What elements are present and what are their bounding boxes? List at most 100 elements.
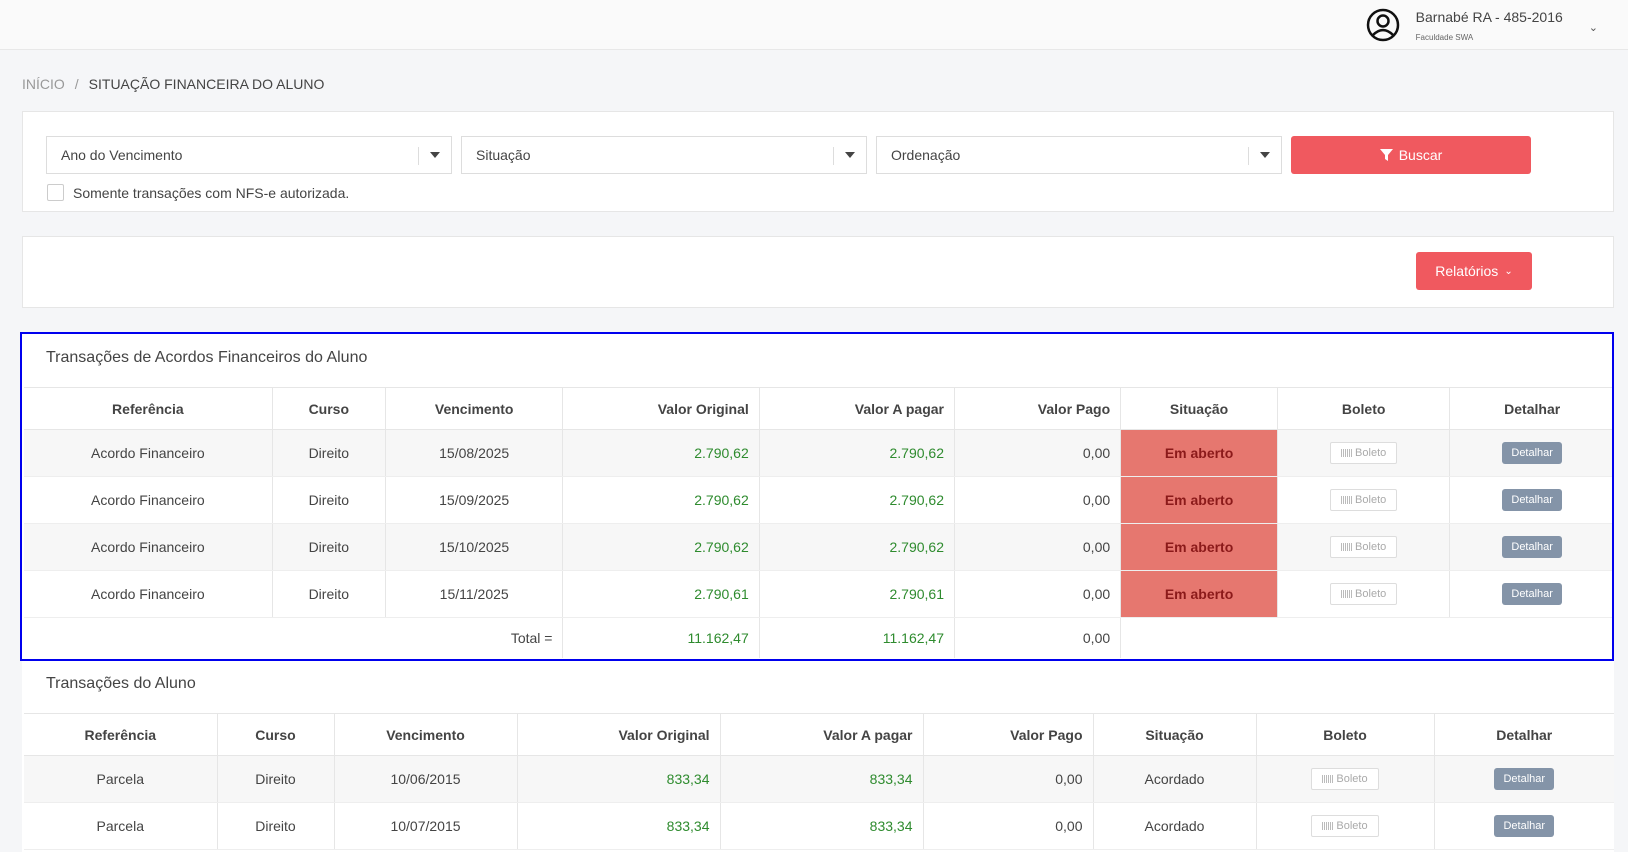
column-header[interactable]: Vencimento <box>334 713 518 756</box>
top-bar: Barnabé RA - 485-2016 Faculdade SWA ⌄ <box>0 0 1628 50</box>
cell-value-to-pay: 2.790,62 <box>759 476 955 524</box>
order-select[interactable]: Ordenação <box>876 136 1282 174</box>
search-button-label: Buscar <box>1398 147 1443 163</box>
column-header[interactable]: Situação <box>1120 387 1278 430</box>
boleto-label: Boleto <box>1336 773 1368 785</box>
cell-paid-value: 0,00 <box>954 429 1122 477</box>
cell-original-value: 2.790,62 <box>562 523 760 571</box>
column-header[interactable]: Referência <box>24 713 218 756</box>
agreements-title: Transações de Acordos Financeiros do Alu… <box>46 349 368 366</box>
barcode-icon <box>1322 822 1334 830</box>
column-header[interactable]: Valor Pago <box>923 713 1094 756</box>
column-header[interactable]: Curso <box>272 387 386 430</box>
chevron-down-icon: ⌄ <box>1504 265 1513 277</box>
nfse-checkbox[interactable] <box>47 184 64 201</box>
cell-reference: Acordo Financeiro <box>24 523 273 571</box>
breadcrumb-current: SITUAÇÃO FINANCEIRA DO ALUNO <box>88 76 325 92</box>
column-header[interactable]: Valor A pagar <box>759 387 955 430</box>
cell-original-value: 833,34 <box>517 755 721 803</box>
cell-status: Acordado <box>1093 802 1257 850</box>
boleto-button[interactable]: Boleto <box>1330 536 1398 558</box>
breadcrumb-home[interactable]: INÍCIO <box>22 76 65 92</box>
boleto-button[interactable]: Boleto <box>1330 489 1398 511</box>
detail-button[interactable]: Detalhar <box>1502 442 1562 464</box>
cell-due-date: 10/07/2015 <box>334 802 518 850</box>
column-header[interactable]: Boleto <box>1256 713 1435 756</box>
select-divider <box>418 147 419 165</box>
column-header[interactable]: Boleto <box>1277 387 1451 430</box>
column-header[interactable]: Detalhar <box>1449 387 1614 430</box>
caret-down-icon <box>1260 152 1270 158</box>
status-badge: Em aberto <box>1120 429 1278 477</box>
status-badge: Em aberto <box>1120 476 1278 524</box>
table-row: Acordo Financeiro Direito 15/10/2025 2.7… <box>24 523 1614 571</box>
cell-reference: Acordo Financeiro <box>24 476 273 524</box>
user-name: Barnabé RA - 485-2016 <box>1415 9 1563 25</box>
cell-reference: Acordo Financeiro <box>24 429 273 477</box>
column-header[interactable]: Valor Original <box>517 713 721 756</box>
boleto-label: Boleto <box>1355 588 1387 600</box>
barcode-icon <box>1341 543 1353 551</box>
nfse-filter: Somente transações com NFS-e autorizada. <box>47 184 349 201</box>
boleto-button[interactable]: Boleto <box>1311 768 1379 790</box>
column-header[interactable]: Referência <box>24 387 273 430</box>
barcode-icon <box>1341 496 1353 504</box>
boleto-label: Boleto <box>1355 494 1387 506</box>
order-select-label: Ordenação <box>891 147 961 163</box>
select-divider <box>1248 147 1249 165</box>
cell-due-date: 15/11/2025 <box>385 570 564 618</box>
filter-icon <box>1379 148 1393 161</box>
barcode-icon <box>1341 590 1353 598</box>
detail-button[interactable]: Detalhar <box>1494 815 1555 837</box>
select-divider <box>833 147 834 165</box>
caret-down-icon <box>845 152 855 158</box>
agreements-section: Transações de Acordos Financeiros do Alu… <box>22 332 1614 661</box>
cell-due-date: 10/06/2015 <box>334 755 518 803</box>
nfse-label: Somente transações com NFS-e autorizada. <box>73 184 350 201</box>
transactions-title: Transações do Aluno <box>46 675 196 692</box>
cell-paid-value: 0,00 <box>954 476 1122 524</box>
column-header[interactable]: Situação <box>1093 713 1257 756</box>
cell-original-value: 2.790,61 <box>562 570 760 618</box>
cell-course: Direito <box>272 476 386 524</box>
total-paid-value: 0,00 <box>954 617 1122 658</box>
cell-due-date: 15/10/2025 <box>385 523 564 571</box>
user-institution: Faculdade SWA <box>1415 33 1474 42</box>
cell-reference: Parcela <box>24 755 218 803</box>
boleto-button[interactable]: Boleto <box>1311 815 1379 837</box>
year-select[interactable]: Ano do Vencimento <box>46 136 452 174</box>
table-row: Acordo Financeiro Direito 15/09/2025 2.7… <box>24 476 1614 524</box>
user-menu[interactable]: Barnabé RA - 485-2016 Faculdade SWA ⌄ <box>1366 4 1598 46</box>
column-header[interactable]: Valor Original <box>562 387 760 430</box>
search-button[interactable]: Buscar <box>1291 136 1531 174</box>
status-select[interactable]: Situação <box>461 136 867 174</box>
cell-paid-value: 0,00 <box>954 570 1122 618</box>
total-label: Total = <box>24 617 564 658</box>
chevron-down-icon[interactable]: ⌄ <box>1588 21 1598 34</box>
boleto-button[interactable]: Boleto <box>1330 583 1398 605</box>
detail-button[interactable]: Detalhar <box>1502 489 1562 511</box>
column-header[interactable]: Valor Pago <box>954 387 1122 430</box>
column-header[interactable]: Detalhar <box>1434 713 1614 756</box>
table-header-row: Referência Curso Vencimento Valor Origin… <box>24 713 1614 756</box>
column-header[interactable]: Valor A pagar <box>720 713 924 756</box>
cell-paid-value: 0,00 <box>923 802 1094 850</box>
status-badge: Em aberto <box>1120 570 1278 618</box>
table-row: Acordo Financeiro Direito 15/11/2025 2.7… <box>24 570 1614 618</box>
boleto-button[interactable]: Boleto <box>1330 442 1398 464</box>
detail-button[interactable]: Detalhar <box>1494 768 1555 790</box>
total-filler <box>1120 617 1614 658</box>
reports-button-label: Relatórios <box>1435 263 1499 279</box>
cell-due-date: 15/08/2025 <box>385 429 564 477</box>
cell-reference: Acordo Financeiro <box>24 570 273 618</box>
column-header[interactable]: Curso <box>217 713 335 756</box>
column-header[interactable]: Vencimento <box>385 387 564 430</box>
cell-course: Direito <box>272 429 386 477</box>
reports-button[interactable]: Relatórios ⌄ <box>1416 252 1532 290</box>
detail-button[interactable]: Detalhar <box>1502 583 1562 605</box>
detail-button[interactable]: Detalhar <box>1502 536 1562 558</box>
status-select-label: Situação <box>476 147 531 163</box>
caret-down-icon <box>430 152 440 158</box>
agreements-table: Referência Curso Vencimento Valor Origin… <box>24 387 1614 658</box>
boleto-label: Boleto <box>1355 447 1387 459</box>
